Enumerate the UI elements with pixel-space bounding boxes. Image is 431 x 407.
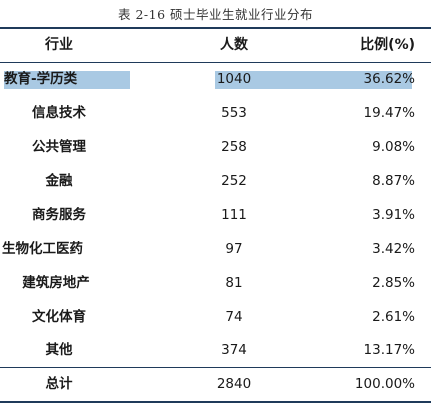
row-industry: 公共管理	[32, 139, 86, 155]
row-ratio: 13.17%	[363, 342, 415, 358]
table-row: 金融 252 8.87%	[0, 165, 431, 198]
row-industry: 金融	[45, 173, 73, 189]
row-industry: 文化体育	[32, 309, 86, 325]
header-count: 人数	[220, 37, 248, 53]
row-ratio: 3.42%	[372, 241, 415, 257]
table-row: 商务服务 111 3.91%	[0, 199, 431, 232]
row-count: 74	[225, 309, 243, 325]
row-industry: 教育-学历类	[4, 71, 78, 87]
table-row: 其他 374 13.17%	[0, 334, 431, 367]
row-ratio: 2.61%	[372, 309, 415, 325]
table-top-rule	[0, 27, 431, 29]
row-industry: 商务服务	[32, 207, 86, 223]
row-industry: 生物化工医药	[2, 241, 83, 257]
row-highlight-left	[4, 71, 130, 89]
row-count: 111	[221, 207, 247, 223]
table-row: 信息技术 553 19.47%	[0, 97, 431, 130]
row-ratio: 8.87%	[372, 173, 415, 189]
table-total-rule	[0, 367, 431, 368]
row-count: 252	[221, 173, 247, 189]
row-ratio: 19.47%	[363, 105, 415, 121]
row-ratio: 36.62%	[363, 71, 415, 87]
row-ratio: 2.85%	[372, 275, 415, 291]
total-ratio: 100.00%	[354, 376, 415, 392]
row-highlight-right	[215, 71, 412, 89]
table-total-row: 总计 2840 100.00%	[0, 368, 431, 401]
row-count: 258	[221, 139, 247, 155]
row-count: 97	[225, 241, 243, 257]
row-industry: 信息技术	[32, 105, 86, 121]
table-header-rule	[0, 62, 431, 63]
row-industry: 其他	[45, 342, 73, 358]
row-industry: 建筑房地产	[22, 275, 90, 291]
header-industry: 行业	[45, 37, 73, 53]
table-caption: 表 2-16 硕士毕业生就业行业分布	[117, 7, 314, 22]
table-row: 公共管理 258 9.08%	[0, 131, 431, 164]
row-ratio: 9.08%	[372, 139, 415, 155]
table-bottom-rule	[0, 401, 431, 403]
header-ratio: 比例(%)	[360, 37, 415, 53]
table-header-row: 行业 人数 比例(%)	[0, 29, 431, 62]
table-row: 生物化工医药 97 3.42%	[0, 233, 431, 266]
row-count: 553	[221, 105, 247, 121]
row-count: 1040	[216, 71, 252, 87]
table-row: 文化体育 74 2.61%	[0, 301, 431, 334]
row-count: 374	[221, 342, 247, 358]
table-row: 建筑房地产 81 2.85%	[0, 267, 431, 300]
table-row: 教育-学历类 1040 36.62%	[0, 63, 431, 96]
row-count: 81	[225, 275, 243, 291]
total-count: 2840	[216, 376, 252, 392]
total-industry: 总计	[45, 376, 73, 392]
row-ratio: 3.91%	[372, 207, 415, 223]
